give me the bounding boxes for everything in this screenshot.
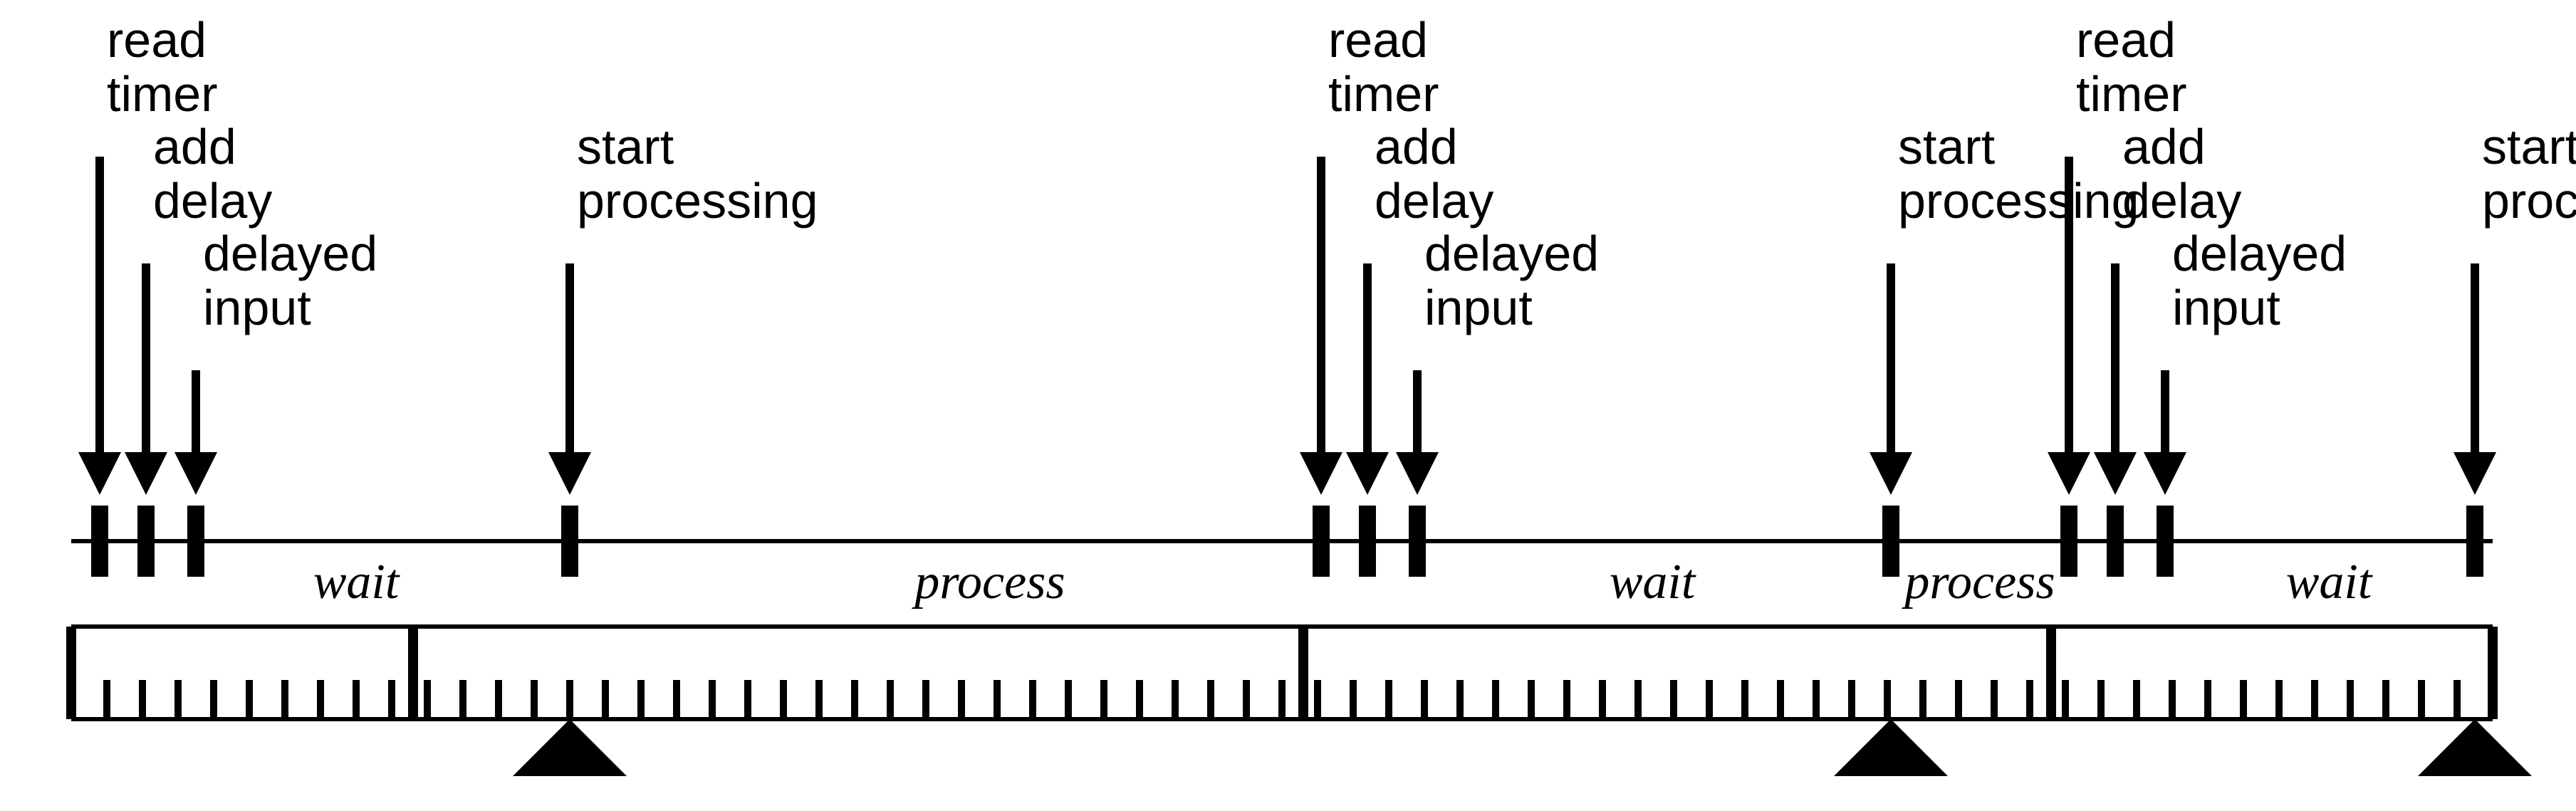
add-delay-1-arrow [132,263,160,495]
add-delay-3-arrow [2101,263,2129,495]
delayed-input-1-label-line-0: delayed [203,226,377,281]
phase-label-wait-2: wait [1610,555,1696,609]
phase-label-wait-3: wait [2286,555,2373,609]
start-proc-1-arrow [556,263,584,495]
phase-label-process-1: process [911,555,1065,609]
phase-label-process-2: process [1901,555,2055,609]
add-delay-3-label-line-0: add [2122,119,2206,174]
start-proc-3-label-line-1: processing [2482,173,2576,229]
read-timer-2-label-line-0: read [1328,12,1428,68]
delayed-input-2-arrow [1403,370,1432,495]
add-delay-3-label-line-1: delay [2122,173,2241,229]
delayed-input-3-label-line-1: input [2172,280,2280,335]
read-timer-1-label-line-0: read [107,12,207,68]
start-proc-2-arrow [1877,263,1905,495]
timing-diagram: readtimeradddelaydelayedinputstartproces… [0,0,2576,811]
read-timer-3-label-line-0: read [2076,12,2176,68]
add-delay-1-label-line-0: add [153,119,236,174]
phase-label-wait-1: wait [313,555,400,609]
add-delay-2-label-line-0: add [1375,119,1458,174]
read-timer-1-arrow [85,157,114,495]
start-proc-3-arrow [2461,263,2489,495]
start-proc-3-label-line-0: start [2482,119,2576,174]
delayed-input-3-label-line-0: delayed [2172,226,2347,281]
delayed-input-3-arrow [2151,370,2179,495]
start-proc-1-label-line-1: processing [577,173,818,229]
add-delay-2-label-line-1: delay [1375,173,1493,229]
add-delay-2-arrow [1353,263,1382,495]
delayed-input-2-label-line-1: input [1424,280,1533,335]
start-proc-2-label-line-0: start [1898,119,1995,174]
delayed-input-1-arrow [182,370,210,495]
read-timer-3-label-line-1: timer [2076,66,2187,122]
read-timer-2-label-line-1: timer [1328,66,1439,122]
read-timer-2-arrow [1307,157,1335,495]
add-delay-1-label-line-1: delay [153,173,272,229]
start-proc-1-label-line-0: start [577,119,674,174]
read-timer-1-label-line-1: timer [107,66,218,122]
delayed-input-2-label-line-0: delayed [1424,226,1599,281]
start-proc-2-label-line-1: processing [1898,173,2139,229]
delayed-input-1-label-line-1: input [203,280,311,335]
read-timer-3-arrow [2055,157,2083,495]
